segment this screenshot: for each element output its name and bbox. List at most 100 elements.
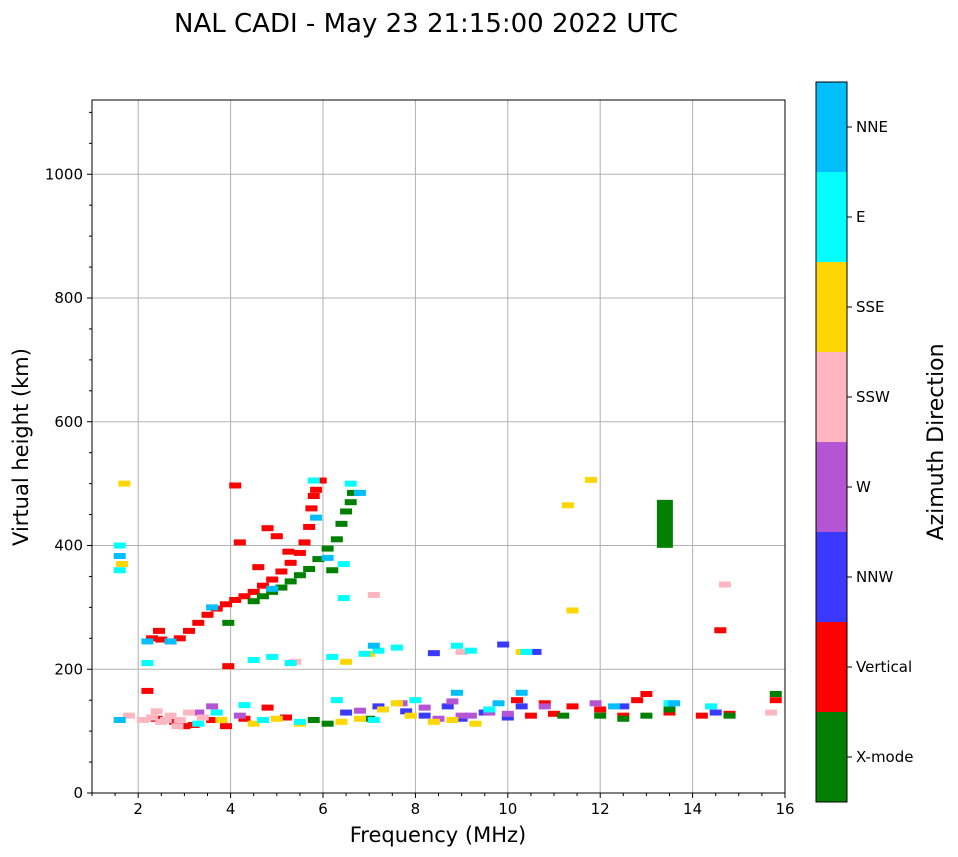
y-tick-label: 800	[54, 289, 83, 307]
echo-point	[222, 663, 235, 670]
echo-point	[303, 566, 316, 573]
echo-point	[293, 549, 306, 556]
echo-point	[367, 642, 380, 649]
echo-point	[492, 700, 505, 707]
echo-point	[293, 572, 306, 579]
echo-point	[307, 477, 320, 484]
echo-point	[769, 697, 782, 704]
echo-point	[663, 706, 676, 713]
echo-point	[330, 536, 343, 543]
echo-point	[418, 712, 431, 719]
echo-point	[335, 520, 348, 527]
x-axis-label: Frequency (MHz)	[350, 823, 526, 847]
echo-point	[656, 499, 673, 548]
echo-point	[353, 707, 366, 714]
colorbar-label: SSE	[856, 298, 885, 316]
echo-point	[377, 706, 390, 713]
echo-point	[116, 561, 129, 568]
y-tick-label: 400	[54, 537, 83, 555]
echo-point	[617, 715, 630, 722]
echo-point	[450, 642, 463, 649]
series-sse	[116, 476, 597, 727]
y-tick-label: 1000	[45, 165, 83, 183]
echo-point	[390, 644, 403, 651]
echo-point	[113, 553, 126, 560]
echo-point	[196, 714, 209, 721]
colorbar-label: W	[856, 478, 871, 496]
echo-point	[284, 578, 297, 585]
echo-point	[256, 716, 269, 723]
y-tick-label: 200	[54, 660, 83, 678]
x-tick-label: 6	[318, 800, 328, 818]
echo-point	[233, 712, 246, 719]
echo-point	[266, 585, 279, 592]
echo-point	[247, 588, 260, 595]
echo-point	[446, 698, 459, 705]
echo-point	[210, 709, 223, 716]
echo-point	[584, 476, 597, 483]
colorbar-segment	[816, 532, 847, 622]
grid-lines	[92, 100, 785, 793]
echo-point	[219, 723, 232, 730]
echo-point	[566, 703, 579, 710]
echo-point	[326, 653, 339, 660]
echo-point	[340, 508, 353, 515]
echo-point	[113, 567, 126, 574]
series-e	[113, 477, 718, 727]
echo-point	[594, 712, 607, 719]
x-tick-label: 16	[775, 800, 794, 818]
axis-ticks: 2 4 6 8 10 12 14 16 0 200 400 600 800 1000	[45, 111, 795, 818]
echo-point	[455, 715, 468, 722]
echo-point	[390, 700, 403, 707]
echo-point	[538, 703, 551, 710]
echo-point	[222, 619, 235, 626]
echo-point	[307, 716, 320, 723]
echo-point	[178, 723, 191, 730]
echo-point	[446, 716, 459, 723]
echo-point	[219, 601, 232, 608]
echo-point	[668, 700, 681, 707]
echo-point	[150, 708, 163, 715]
echo-point	[122, 712, 135, 719]
y-tick-label: 0	[73, 784, 83, 802]
echo-point	[515, 703, 528, 710]
echo-point	[340, 709, 353, 716]
x-tick-label: 2	[133, 800, 143, 818]
echo-point	[501, 714, 514, 721]
echo-point	[330, 697, 343, 704]
echo-point	[347, 489, 360, 496]
echo-point	[146, 714, 159, 721]
colorbar-label: E	[856, 208, 865, 226]
echo-point	[238, 715, 251, 722]
echo-point	[335, 718, 348, 725]
y-tick-label: 600	[54, 413, 83, 431]
echo-point	[141, 638, 154, 645]
echo-point	[709, 709, 722, 716]
echo-point	[275, 568, 288, 575]
echo-point	[261, 525, 274, 532]
echo-point	[173, 716, 186, 723]
echo-point	[663, 709, 676, 716]
echo-point	[164, 712, 177, 719]
series-vertical	[141, 477, 782, 730]
echo-point	[321, 545, 334, 552]
echo-point	[201, 611, 214, 618]
echo-point	[238, 702, 251, 709]
echo-point	[183, 709, 196, 716]
echo-point	[464, 647, 477, 654]
echo-point	[152, 627, 165, 634]
echo-point	[206, 604, 219, 611]
echo-point	[427, 718, 440, 725]
echo-point	[307, 493, 320, 499]
echo-point	[455, 712, 468, 719]
echo-point	[765, 709, 778, 716]
colorbar-segment	[816, 352, 847, 442]
data-points	[113, 476, 782, 730]
echo-point	[344, 480, 357, 487]
echo-point	[557, 712, 570, 719]
colorbar-segment	[816, 712, 847, 802]
echo-point	[206, 716, 219, 723]
echo-point	[305, 505, 318, 512]
echo-point	[206, 703, 219, 710]
chart-title: NAL CADI - May 23 21:15:00 2022 UTC	[174, 9, 678, 39]
